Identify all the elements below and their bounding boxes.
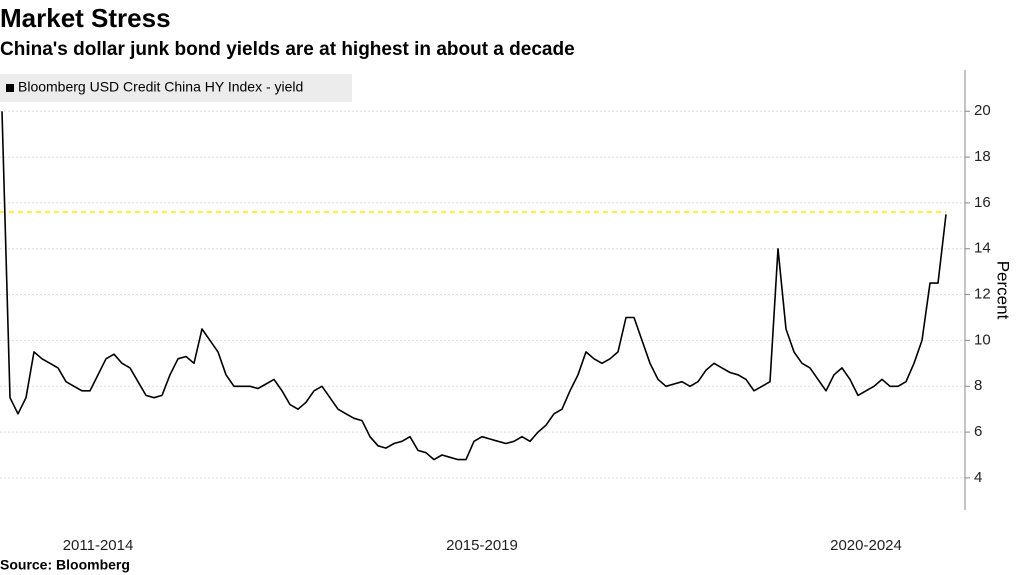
y-axis-label: Percent [994,261,1013,320]
legend-swatch [6,84,14,92]
y-tick-label: 12 [974,286,991,303]
series-line [1,111,947,461]
y-tick-label: 14 [974,240,991,257]
chart-subtitle: China's dollar junk bond yields are at h… [0,39,575,60]
y-tick-label: 6 [974,423,982,440]
y-tick-label: 18 [974,148,991,165]
legend-label: Bloomberg USD Credit China HY Index - yi… [18,79,303,95]
y-tick-label: 4 [974,469,982,486]
legend-box [0,74,352,102]
x-tick-label: 2020-2024 [830,537,902,554]
x-tick-label: 2015-2019 [446,537,518,554]
x-tick-label: 2011-2014 [63,537,134,554]
y-tick-label: 20 [974,102,991,119]
source: Source: Bloomberg [0,557,130,573]
y-tick-label: 16 [974,194,991,211]
y-tick-label: 10 [974,331,991,348]
y-tick-label: 8 [974,377,982,394]
chart-title: Market Stress [0,3,171,33]
